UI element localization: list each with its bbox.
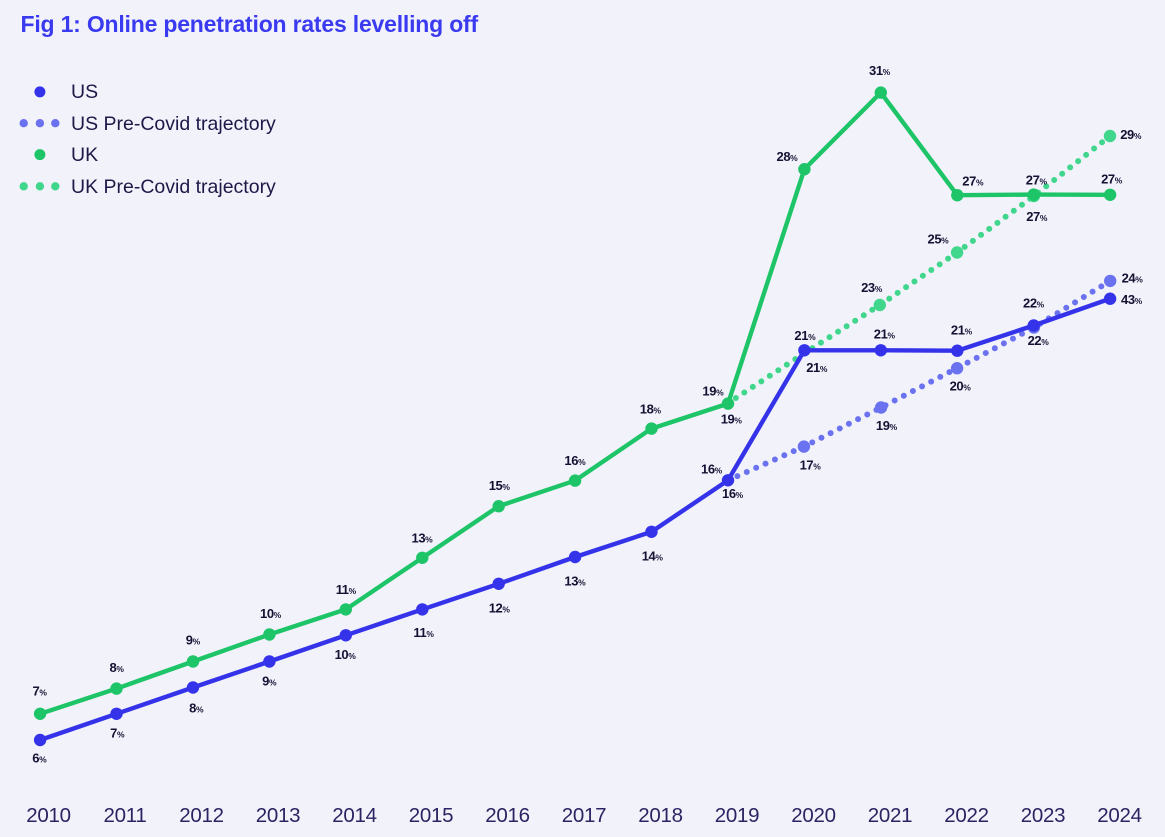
svg-text:27%: 27% [1026,173,1048,188]
svg-text:7%: 7% [33,684,48,699]
svg-text:27%: 27% [1026,209,1048,224]
svg-text:2024: 2024 [1097,804,1141,827]
svg-text:15%: 15% [489,478,511,493]
svg-text:29%: 29% [1120,127,1142,142]
svg-text:11%: 11% [413,625,434,640]
svg-text:7%: 7% [110,725,125,740]
svg-text:21%: 21% [874,326,896,341]
svg-text:6%: 6% [32,750,47,765]
svg-text:2019: 2019 [715,804,759,827]
svg-text:2016: 2016 [485,804,529,827]
svg-text:25%: 25% [928,232,950,247]
svg-text:9%: 9% [186,633,201,648]
svg-text:19%: 19% [702,384,724,399]
svg-text:24%: 24% [1122,271,1144,286]
svg-text:21%: 21% [806,360,828,375]
svg-text:27%: 27% [1101,171,1123,186]
svg-text:2023: 2023 [1021,804,1065,827]
svg-text:17%: 17% [800,457,822,472]
svg-text:2020: 2020 [791,804,835,827]
svg-text:16%: 16% [564,453,586,468]
svg-text:21%: 21% [794,328,816,343]
svg-text:2017: 2017 [562,804,606,827]
svg-text:8%: 8% [110,660,125,675]
svg-text:13%: 13% [412,531,434,546]
svg-text:23%: 23% [861,280,883,295]
svg-text:43%: 43% [1121,292,1143,307]
svg-text:16%: 16% [701,462,723,477]
svg-text:27%: 27% [962,173,984,188]
svg-text:14%: 14% [642,549,664,564]
svg-text:8%: 8% [189,701,204,716]
svg-text:2012: 2012 [179,804,223,827]
svg-text:28%: 28% [777,149,799,164]
svg-text:9%: 9% [262,674,277,689]
svg-text:2021: 2021 [868,804,912,827]
svg-text:21%: 21% [951,322,973,337]
svg-text:18%: 18% [640,402,662,417]
svg-text:10%: 10% [335,647,357,662]
svg-text:2015: 2015 [409,804,453,827]
svg-text:2013: 2013 [256,804,300,827]
svg-text:19%: 19% [721,411,743,426]
svg-text:31%: 31% [869,63,891,78]
svg-text:11%: 11% [336,582,357,597]
svg-text:22%: 22% [1028,333,1050,348]
svg-text:20%: 20% [950,378,972,393]
svg-text:16%: 16% [722,486,744,501]
svg-text:2011: 2011 [104,804,147,827]
svg-text:13%: 13% [564,574,586,589]
svg-text:2022: 2022 [944,804,988,827]
svg-text:22%: 22% [1023,296,1045,311]
svg-text:19%: 19% [876,418,898,433]
svg-text:2014: 2014 [332,804,376,827]
svg-text:2010: 2010 [26,804,70,827]
svg-text:2018: 2018 [638,804,682,827]
svg-text:12%: 12% [489,601,511,616]
svg-text:10%: 10% [260,606,282,621]
